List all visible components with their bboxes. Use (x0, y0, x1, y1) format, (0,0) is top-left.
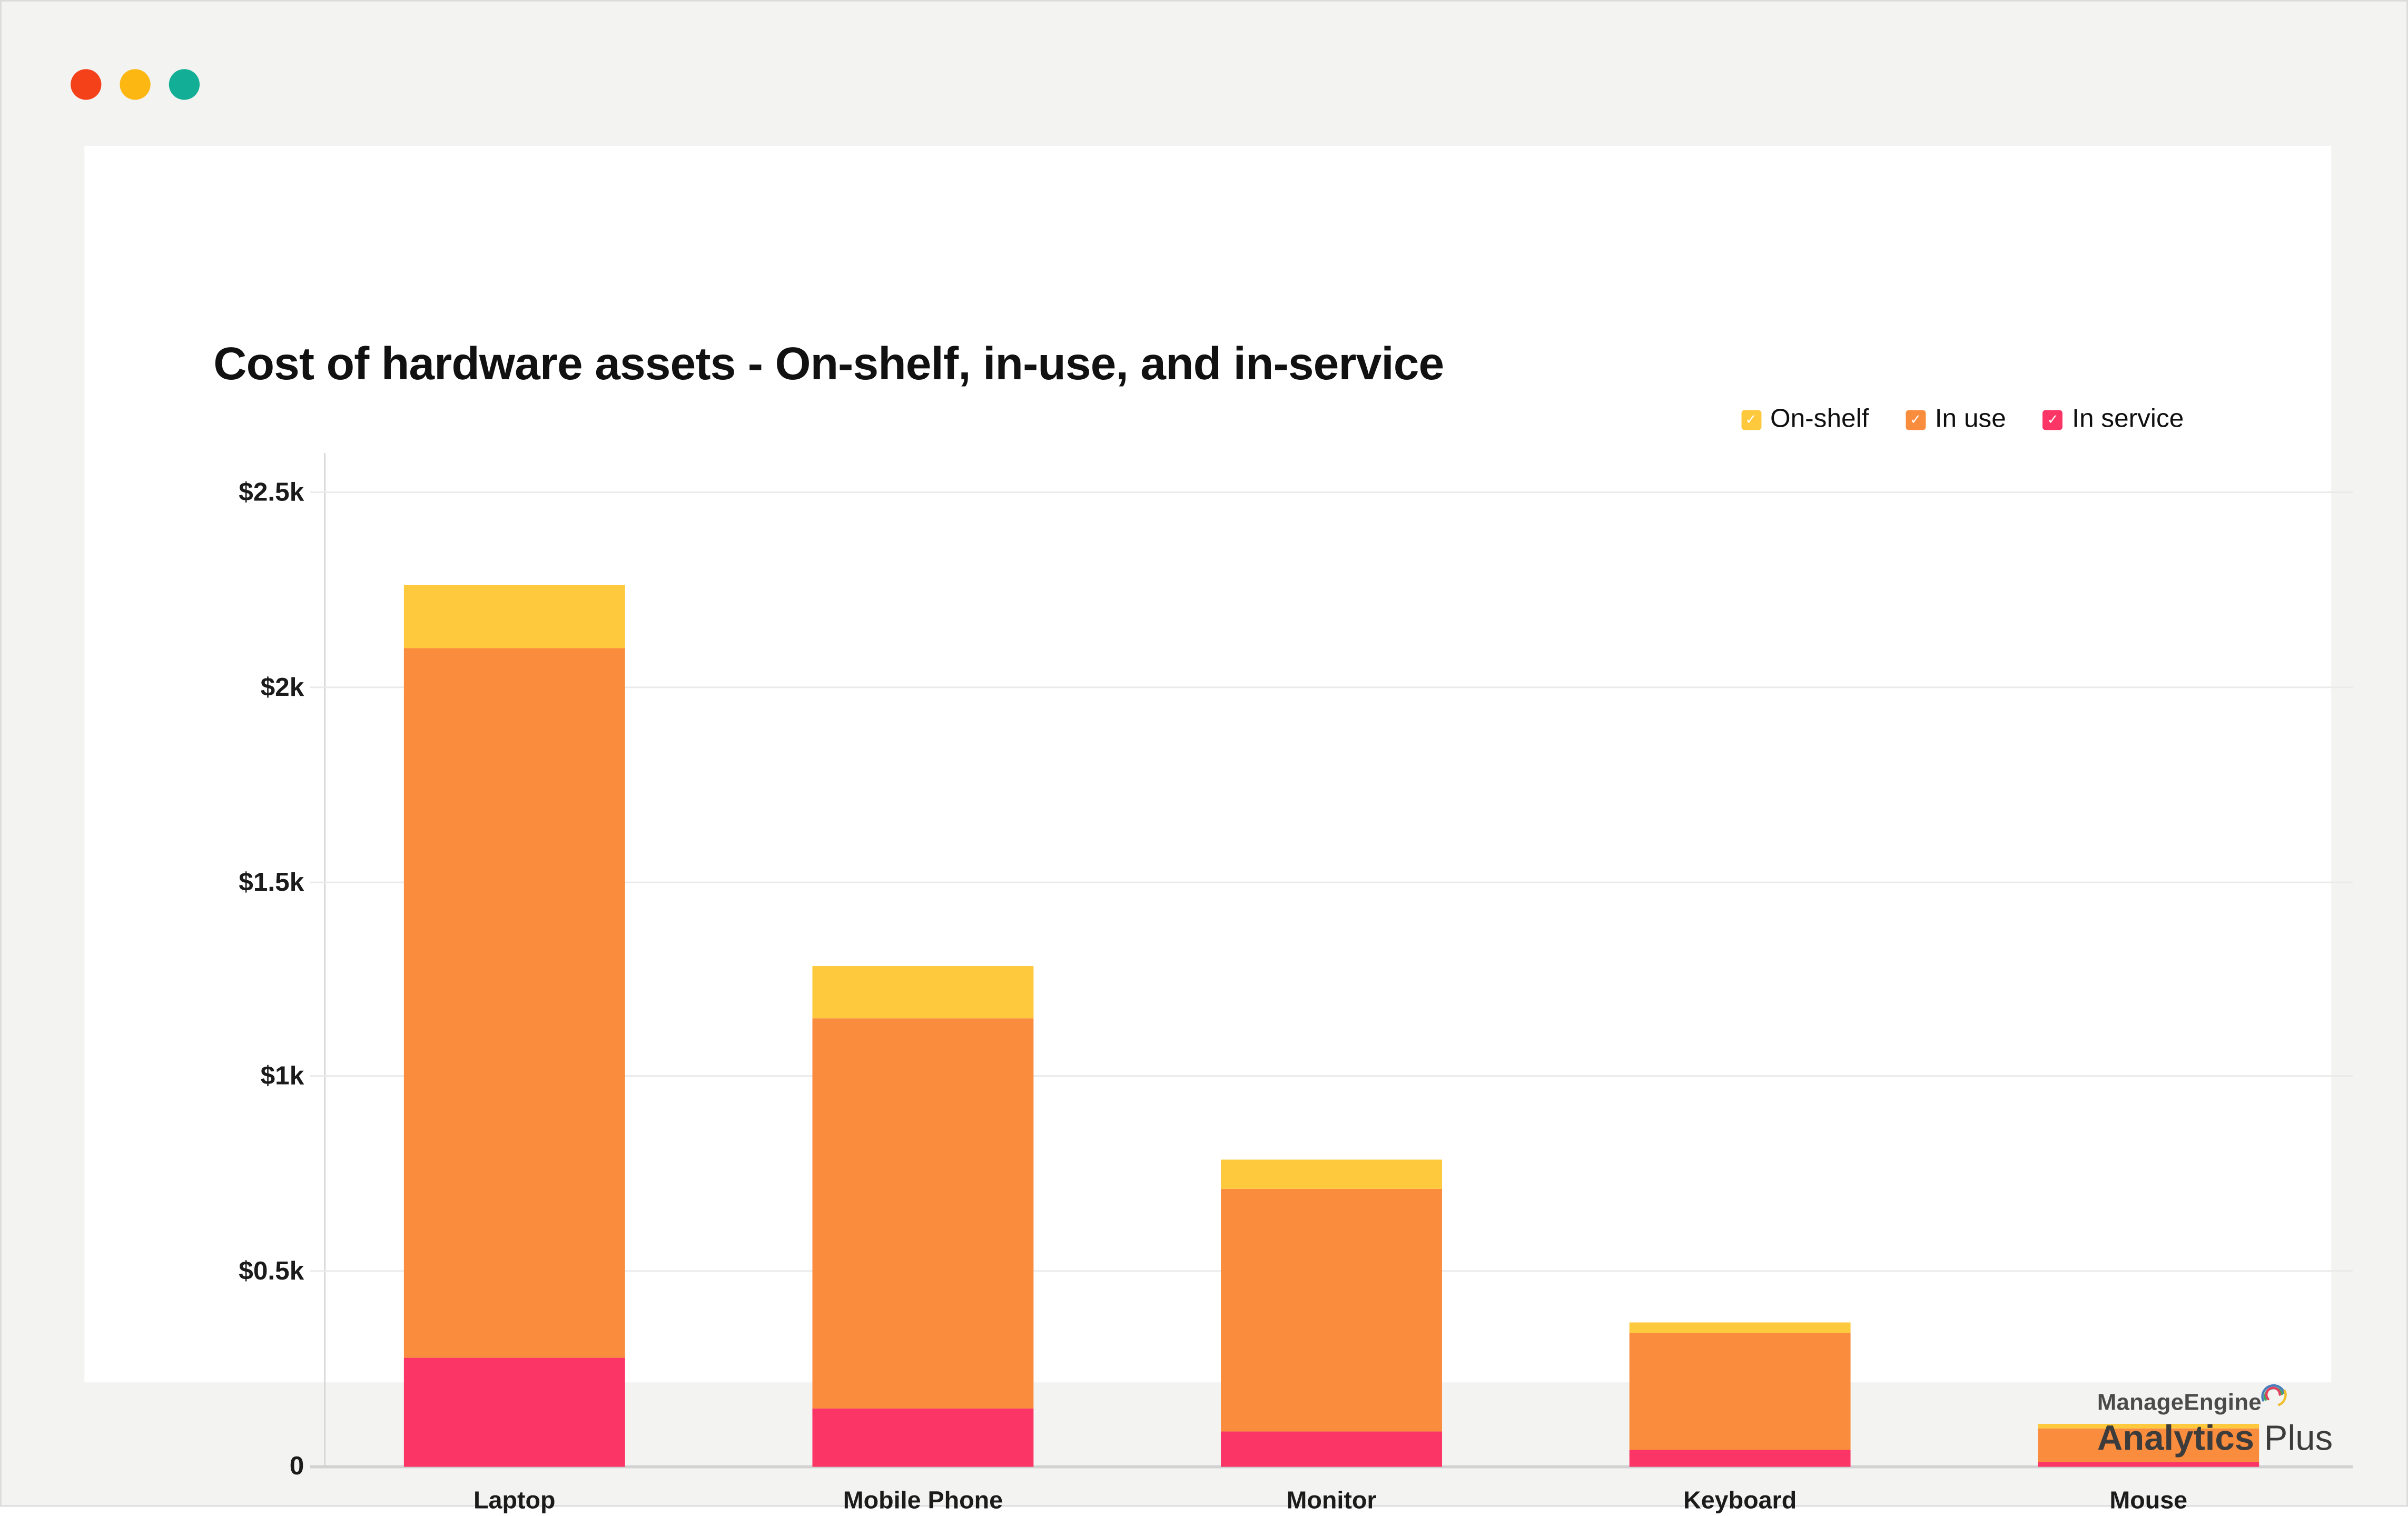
plus-text: Plus (2264, 1417, 2333, 1458)
bar-segment-mobile-phone-on-shelf[interactable] (812, 966, 1034, 1019)
gridline-2000 (310, 686, 2353, 688)
legend-item-in-use[interactable]: ✓ In use (1906, 404, 2006, 435)
analytics-plus-wordmark: Analytics Plus (2097, 1417, 2333, 1459)
bar-segment-mouse-in-use[interactable] (2038, 1429, 2259, 1463)
window-controls (71, 69, 200, 100)
bar-segment-monitor-on-shelf[interactable] (1221, 1159, 1442, 1188)
y-axis-line (324, 453, 326, 1467)
legend-label: On-shelf (1770, 403, 1869, 434)
x-axis-label-mobile-phone: Mobile Phone (843, 1488, 1003, 1514)
bar-segment-laptop-in-service[interactable] (403, 1357, 625, 1467)
y-axis-tick-label: 0 (289, 1451, 304, 1481)
bar-segment-mobile-phone-in-service[interactable] (812, 1408, 1034, 1467)
window-dot-teal[interactable] (169, 69, 200, 100)
bar-segment-monitor-in-service[interactable] (1221, 1432, 1442, 1467)
bar-segment-laptop-in-use[interactable] (403, 648, 625, 1358)
x-axis-label-keyboard: Keyboard (1683, 1488, 1797, 1514)
bar-segment-mobile-phone-in-use[interactable] (812, 1019, 1034, 1409)
bar-segment-laptop-on-shelf[interactable] (403, 584, 625, 649)
analytics-text: Analytics (2097, 1417, 2255, 1458)
gridline-2500 (310, 491, 2353, 493)
chart-title: Cost of hardware assets - On-shelf, in-u… (213, 339, 1444, 390)
gridline-1000 (310, 1076, 2353, 1078)
bar-segment-keyboard-on-shelf[interactable] (1629, 1323, 1851, 1333)
manageengine-swirl-icon (2261, 1384, 2286, 1406)
legend-check-icon: ✓ (1906, 409, 1926, 429)
window-dot-red[interactable] (71, 69, 102, 100)
legend-check-icon: ✓ (2042, 409, 2063, 429)
legend-label: In service (2072, 403, 2184, 434)
bar-segment-keyboard-in-use[interactable] (1629, 1332, 1851, 1450)
bar-segment-monitor-in-use[interactable] (1221, 1188, 1442, 1432)
bar-segment-keyboard-in-service[interactable] (1629, 1449, 1851, 1467)
y-axis-tick-label: $2.5k (239, 477, 304, 507)
brand-logo: ManageEngine Analytics Plus (2097, 1384, 2333, 1459)
bar-segment-mouse-in-service[interactable] (2038, 1463, 2259, 1467)
y-axis-tick-label: $1k (260, 1062, 304, 1091)
gridline-0 (310, 1465, 2353, 1469)
window-dot-yellow[interactable] (120, 69, 151, 100)
legend-check-icon: ✓ (1741, 409, 1761, 429)
legend-item-in-service[interactable]: ✓ In service (2042, 403, 2184, 435)
legend-label: In use (1935, 403, 2006, 434)
manageengine-wordmark: ManageEngine (2097, 1384, 2333, 1416)
y-axis-tick-label: $0.5k (239, 1256, 304, 1286)
x-axis-label-laptop: Laptop (473, 1488, 556, 1514)
plot-area: $2.5k $2k $1.5k $1k $0.5k 0 Laptop Mobile Phone… (239, 453, 2353, 1514)
gridline-1500 (310, 881, 2353, 883)
y-axis-tick-label: $2k (260, 672, 304, 702)
chart-card: Cost of hardware assets - On-shelf, in-u… (84, 146, 2353, 1514)
manageengine-text: ManageEngine (2097, 1390, 2262, 1416)
x-axis-label-mouse: Mouse (2109, 1488, 2188, 1514)
x-axis-label-monitor: Monitor (1286, 1488, 1377, 1514)
chart-legend: ✓ On-shelf ✓ In use ✓ In service (1741, 404, 2184, 435)
y-axis-tick-label: $1.5k (239, 867, 304, 897)
legend-item-on-shelf[interactable]: ✓ On-shelf (1741, 404, 1869, 435)
bar-segment-mouse-on-shelf[interactable] (2038, 1424, 2259, 1429)
